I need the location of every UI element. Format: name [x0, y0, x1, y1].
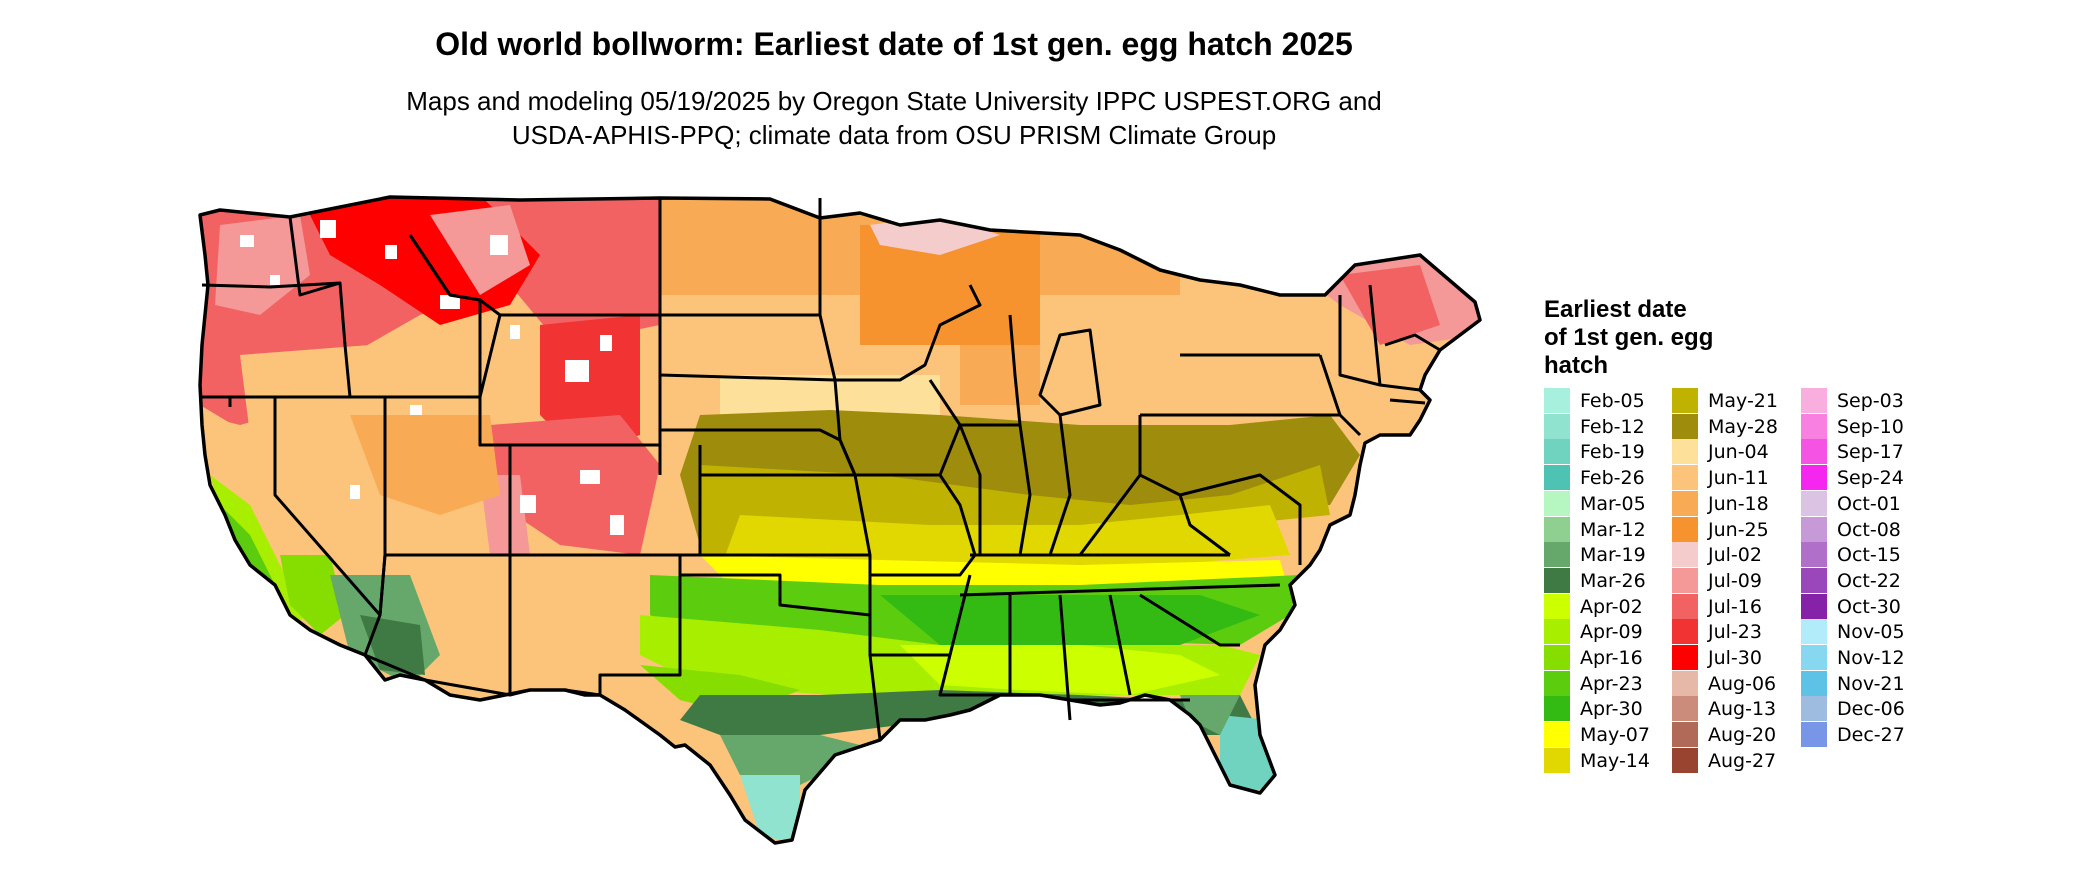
legend-label: Jul-09 [1708, 569, 1762, 592]
map-title: Old world bollworm: Earliest date of 1st… [435, 26, 1353, 62]
legend-swatch [1801, 567, 1827, 593]
legend-label: Aug-20 [1708, 724, 1777, 747]
legend-label: Jul-16 [1708, 595, 1762, 618]
legend-label: Nov-12 [1837, 647, 1905, 669]
legend-label: Aug-13 [1708, 698, 1777, 721]
legend-label: Mar-05 [1580, 492, 1646, 515]
legend-title: Earliest date of 1st gen. egg hatch [1544, 296, 1714, 379]
legend-swatch [1801, 388, 1827, 413]
legend-swatch [1672, 696, 1698, 722]
legend-label: Nov-21 [1837, 672, 1905, 695]
legend-label: Apr-16 [1580, 647, 1643, 669]
legend-swatch [1544, 747, 1570, 773]
legend-swatch [1672, 722, 1698, 748]
legend-swatch [1544, 439, 1570, 465]
legend-label: Oct-30 [1837, 595, 1901, 618]
legend-swatch [1801, 670, 1827, 696]
legend-swatch [1544, 722, 1570, 748]
legend-label: Jul-02 [1708, 544, 1762, 567]
legend-swatch [1672, 593, 1698, 619]
legend-label: Apr-23 [1580, 672, 1643, 695]
legend-label: May-28 [1708, 415, 1778, 438]
legend-swatch [1801, 490, 1827, 516]
legend-label: Mar-19 [1580, 544, 1646, 567]
legend-label: Jun-25 [1708, 518, 1769, 541]
legend-swatch [1801, 542, 1827, 568]
legend-swatch [1801, 413, 1827, 439]
legend-swatch [1672, 490, 1698, 516]
legend-label: Jun-04 [1708, 441, 1769, 464]
legend-swatch [1544, 388, 1570, 413]
legend-swatch [1672, 619, 1698, 645]
legend-swatch [1801, 516, 1827, 542]
legend-swatch [1544, 567, 1570, 593]
legend-label: May-07 [1580, 724, 1650, 747]
legend-swatch [1801, 593, 1827, 619]
legend-swatch [1544, 413, 1570, 439]
legend-swatch [1672, 747, 1698, 773]
legend-swatch [1801, 619, 1827, 645]
map-subtitle: Maps and modeling 05/19/2025 by Oregon S… [0, 84, 1788, 152]
legend-swatch [1544, 645, 1570, 670]
legend-label: Jun-11 [1708, 467, 1769, 490]
legend-swatch [1672, 413, 1698, 439]
legend-label: Feb-12 [1580, 415, 1645, 438]
us-map [198, 195, 1482, 845]
legend-label: Apr-09 [1580, 621, 1643, 644]
legend-label: Dec-06 [1837, 698, 1905, 721]
legend-swatch [1672, 516, 1698, 542]
legend-label: Jun-18 [1708, 492, 1769, 515]
legend-swatch [1544, 619, 1570, 645]
legend-swatch [1801, 645, 1827, 670]
legend-label: Feb-26 [1580, 467, 1645, 490]
legend-label: Dec-27 [1837, 724, 1905, 747]
legend-label: Oct-22 [1837, 569, 1901, 592]
legend-swatch [1544, 696, 1570, 722]
legend-swatch [1801, 696, 1827, 722]
legend-swatch [1544, 670, 1570, 696]
legend: Feb-05 Feb-12 Feb-19 Feb-26 Mar-05 Mar-12 Mar-… [1544, 388, 2064, 778]
legend-label: Mar-26 [1580, 569, 1646, 592]
legend-label: May-14 [1580, 749, 1650, 772]
subtitle-line-2: USDA-APHIS-PPQ; climate data from OSU PR… [511, 120, 1277, 150]
legend-swatch [1672, 670, 1698, 696]
legend-label: Jul-23 [1708, 621, 1762, 644]
legend-label: Jul-30 [1708, 647, 1762, 669]
legend-swatch [1544, 490, 1570, 516]
legend-label: May-21 [1708, 390, 1778, 412]
legend-label: Sep-10 [1837, 415, 1904, 438]
legend-swatch [1544, 516, 1570, 542]
legend-label: Nov-05 [1837, 621, 1905, 644]
legend-swatch [1801, 465, 1827, 491]
legend-label: Apr-02 [1580, 595, 1643, 618]
legend-swatch [1672, 465, 1698, 491]
legend-label: Aug-06 [1708, 672, 1777, 695]
legend-swatch [1672, 567, 1698, 593]
subtitle-line-1: Maps and modeling 05/19/2025 by Oregon S… [406, 86, 1382, 116]
legend-swatch [1801, 722, 1827, 748]
legend-swatch [1544, 465, 1570, 491]
legend-swatch [1672, 388, 1698, 413]
legend-label: Oct-08 [1837, 518, 1901, 541]
legend-label: Oct-15 [1837, 544, 1901, 567]
legend-label: Sep-03 [1837, 390, 1904, 412]
legend-swatch [1672, 542, 1698, 568]
legend-label: Mar-12 [1580, 518, 1646, 541]
legend-label: Aug-27 [1708, 749, 1777, 772]
legend-swatch [1672, 645, 1698, 670]
legend-label: Feb-19 [1580, 441, 1645, 464]
legend-swatch [1672, 439, 1698, 465]
legend-label: Sep-17 [1837, 441, 1904, 464]
legend-label: Sep-24 [1837, 467, 1904, 490]
legend-swatch [1544, 542, 1570, 568]
legend-label: Apr-30 [1580, 698, 1643, 721]
legend-swatch [1801, 439, 1827, 465]
legend-swatch [1544, 593, 1570, 619]
legend-label: Oct-01 [1837, 492, 1901, 515]
legend-label: Feb-05 [1580, 390, 1645, 412]
